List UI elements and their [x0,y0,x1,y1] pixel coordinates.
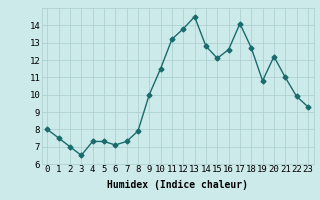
X-axis label: Humidex (Indice chaleur): Humidex (Indice chaleur) [107,180,248,190]
